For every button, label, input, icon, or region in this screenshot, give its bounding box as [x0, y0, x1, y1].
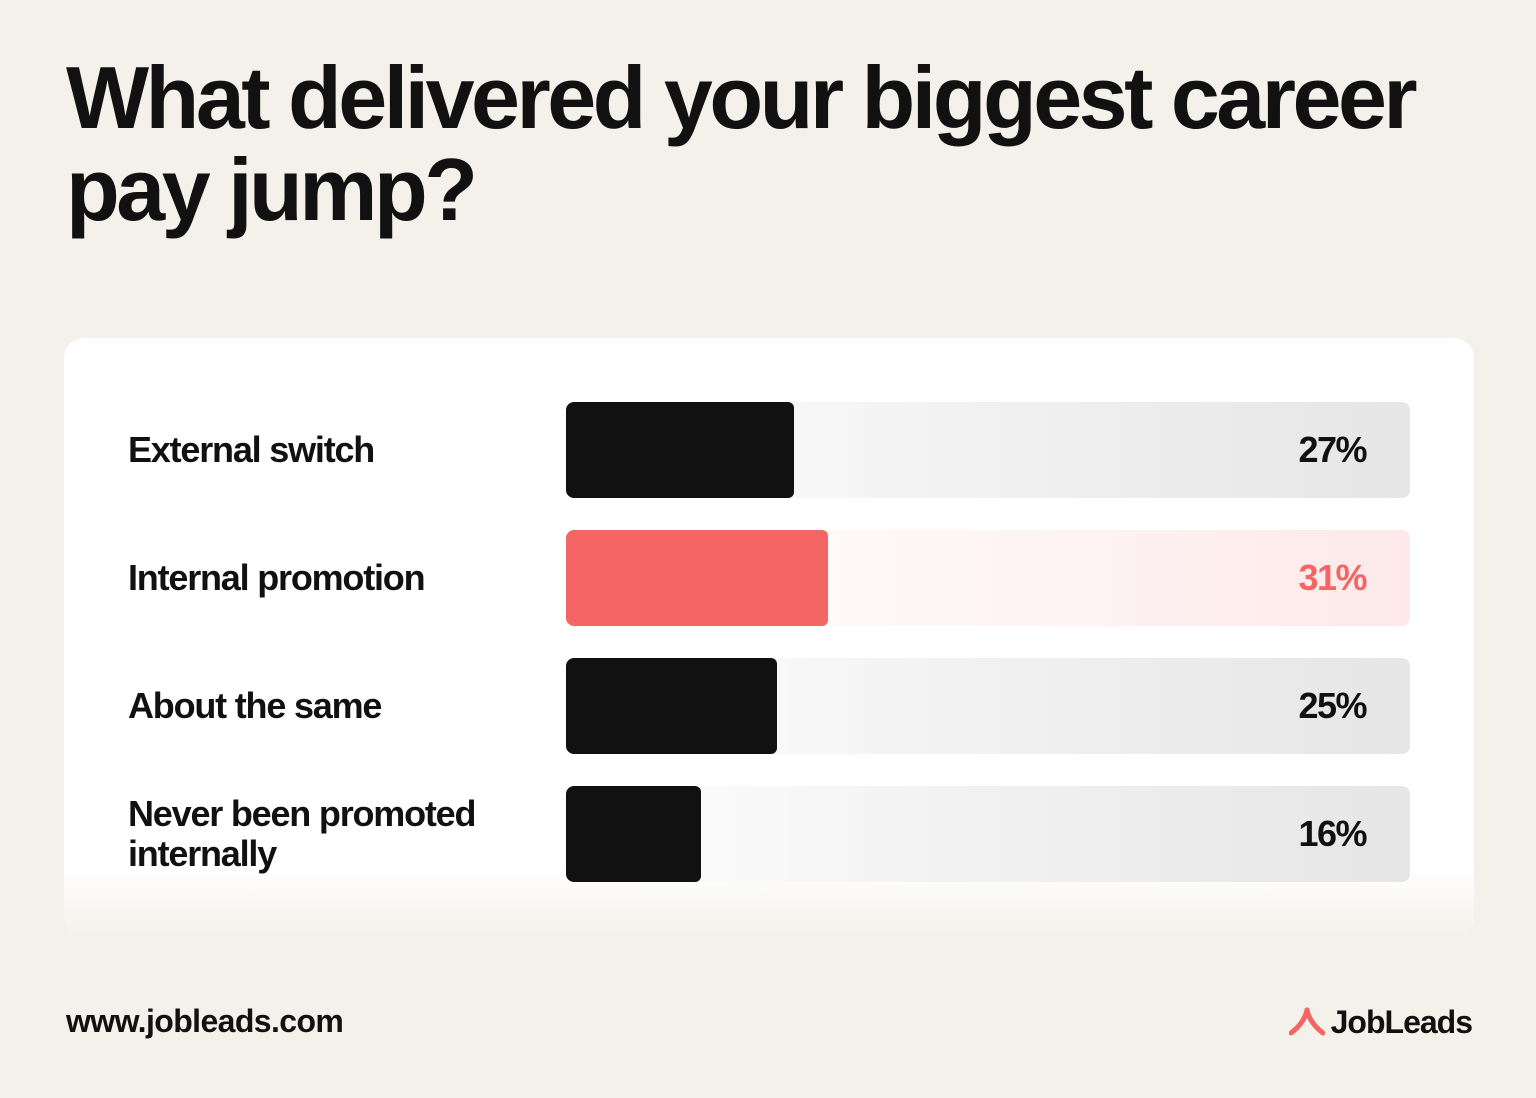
bar-fill [566, 786, 702, 882]
value-label: 27% [1298, 429, 1367, 470]
bar-fill [566, 530, 828, 626]
category-label: External switch [128, 429, 375, 470]
bar-row: External switch 27% [64, 402, 1474, 498]
value-label: 25% [1298, 685, 1367, 726]
bar-fill [566, 402, 794, 498]
value-label: 31% [1298, 557, 1367, 598]
value-label: 16% [1298, 813, 1367, 854]
bar-row: Internal promotion 31% [64, 530, 1474, 626]
category-label: Internal promotion [128, 557, 426, 598]
bar-track: 25% [566, 658, 1410, 754]
jobleads-logo[interactable]: JobLeads [1288, 1000, 1473, 1044]
bar-row: About the same 25% [64, 658, 1474, 754]
bar-row: Never been promoted internally 16% [64, 786, 1474, 882]
chart-title: What delivered your biggest career pay j… [66, 48, 1418, 239]
bar-track: 27% [566, 402, 1410, 498]
bar-fill [566, 658, 777, 754]
logo-wordmark: JobLeads [1330, 1003, 1473, 1040]
category-label: Never been promoted internally [128, 793, 476, 874]
jobleads-logo-icon [1288, 1007, 1325, 1036]
category-label: About the same [128, 685, 382, 726]
chart-card: External switch 27% Internal promotion 31% A… [64, 338, 1474, 938]
bar-track: 16% [566, 786, 1410, 882]
website-url[interactable]: www.jobleads.com [66, 1003, 344, 1039]
bar-track: 31% [566, 530, 1410, 626]
